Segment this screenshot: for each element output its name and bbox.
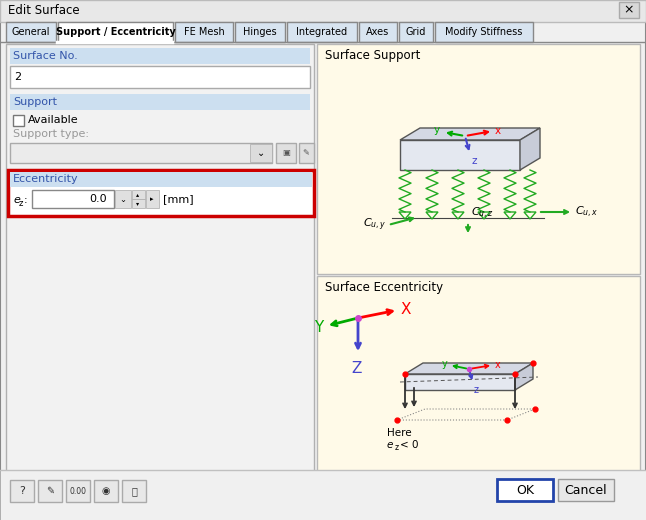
Text: Hinges: Hinges [243,27,277,37]
Text: Edit Surface: Edit Surface [8,5,79,18]
Text: OK: OK [516,484,534,497]
Text: ⌄: ⌄ [120,194,127,203]
Text: General: General [12,27,50,37]
Bar [497,479,553,501]
Bar [122,480,146,502]
Text: y: y [441,359,447,369]
Bar [115,190,131,208]
Text: Axes: Axes [366,27,390,37]
Text: ◉: ◉ [102,486,110,496]
Bar [94,480,118,502]
Bar [38,480,62,502]
Text: z: z [474,385,479,395]
Polygon shape [400,128,540,140]
Text: Support: Support [13,97,57,107]
Bar [132,190,145,199]
Text: $\mathit{C_{u,z}}$: $\mathit{C_{u,z}}$ [471,206,494,221]
Bar [10,143,272,163]
Text: 0.0: 0.0 [89,194,107,204]
Text: Integrated: Integrated [297,27,348,37]
Text: Support type:: Support type: [13,129,89,139]
Bar [0,470,646,520]
Text: Available: Available [28,115,79,125]
Bar [359,22,397,42]
Text: ✎: ✎ [302,149,309,158]
Bar [317,276,640,474]
Text: Eccentricity: Eccentricity [13,174,79,184]
Text: Here: Here [387,428,412,438]
Polygon shape [405,363,533,374]
Text: [mm]: [mm] [163,194,194,204]
Bar [235,22,285,42]
Text: Cancel: Cancel [565,484,607,497]
Bar [66,480,90,502]
Bar [435,22,533,42]
Bar [10,172,312,187]
Bar [132,199,145,208]
Text: ▸: ▸ [151,196,154,202]
Bar [10,48,310,64]
Polygon shape [400,140,520,170]
Bar [175,22,233,42]
Text: 2: 2 [14,72,21,82]
Bar [558,479,614,501]
Text: :: : [24,195,28,205]
Text: Surface Eccentricity: Surface Eccentricity [325,280,443,293]
Text: x: x [495,360,501,370]
Text: Surface Support: Surface Support [325,48,421,61]
Text: 0.00: 0.00 [70,487,87,496]
Text: e: e [13,195,20,205]
Text: Support / Eccentricity: Support / Eccentricity [56,27,175,37]
Text: ▣: ▣ [282,149,290,158]
Bar [10,480,34,502]
Text: ⌄: ⌄ [257,148,265,158]
Text: z: z [19,199,23,207]
Text: x: x [495,126,501,136]
Text: ⛶: ⛶ [131,486,137,496]
Text: ?: ? [19,486,25,496]
Text: ✎: ✎ [46,486,54,496]
Polygon shape [515,363,533,390]
Bar [276,143,296,163]
Bar [619,2,639,18]
Bar [146,190,159,208]
Bar [0,0,646,22]
Bar [10,94,310,110]
Bar [399,22,433,42]
Text: ▾: ▾ [136,201,140,206]
Polygon shape [405,374,515,390]
Bar [13,115,24,126]
Bar [250,144,272,162]
Text: z: z [395,443,399,452]
Text: X: X [401,302,412,317]
Bar [299,143,314,163]
Bar [8,170,314,216]
Text: e: e [387,440,393,450]
Text: Z: Z [352,361,362,376]
Text: z: z [472,156,477,166]
Bar [287,22,357,42]
Bar [6,22,56,42]
Bar [6,44,314,472]
Text: $\mathit{C_{u,y}}$: $\mathit{C_{u,y}}$ [362,217,386,233]
Bar [32,190,114,208]
Text: Modify Stiffness: Modify Stiffness [445,27,523,37]
Text: ×: × [624,4,634,17]
Polygon shape [520,128,540,170]
Text: FE Mesh: FE Mesh [183,27,224,37]
Text: ▴: ▴ [136,192,140,198]
Bar [317,44,640,274]
Text: Y: Y [314,320,323,335]
Bar [58,22,173,42]
Text: y: y [434,125,440,135]
Text: < 0: < 0 [400,440,419,450]
Text: Surface No.: Surface No. [13,51,78,61]
Text: Grid: Grid [406,27,426,37]
Bar [10,66,310,88]
Text: $\mathit{C_{u,x}}$: $\mathit{C_{u,x}}$ [575,204,598,219]
